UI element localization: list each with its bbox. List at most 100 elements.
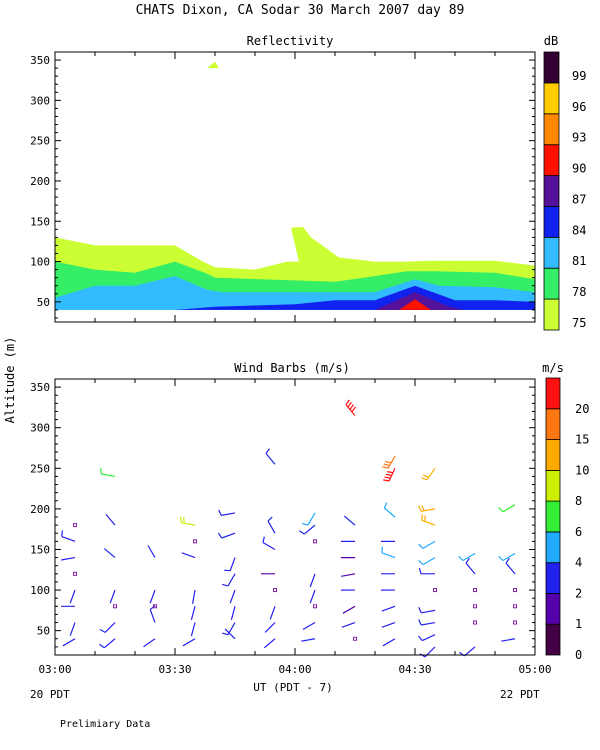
wind-barb — [190, 622, 196, 637]
reflectivity-axes: 50 100 150 200 250 300 350 — [30, 51, 536, 323]
wind-barbs-title: Wind Barbs (m/s) — [234, 361, 350, 375]
wind-barb — [458, 553, 476, 562]
wind-barb — [69, 622, 76, 636]
wind-calm-marker — [273, 588, 277, 593]
y-tick-label: 250 — [30, 135, 50, 148]
wind-barb — [182, 638, 196, 647]
x-tick-label: 04:30 — [398, 663, 431, 676]
wind-barb — [99, 638, 116, 649]
wind-barb — [61, 556, 76, 561]
wind-calm-marker — [513, 588, 517, 593]
wind-calm-marker — [513, 620, 517, 625]
wind-barb — [143, 638, 156, 648]
colorbar-label: 6 — [575, 525, 582, 539]
wind-barb — [421, 514, 436, 526]
wind-barb — [265, 448, 276, 465]
x-tick-label: 04:00 — [278, 663, 311, 676]
colorbar-label: 87 — [572, 192, 586, 206]
y-tick-label: 300 — [30, 422, 50, 435]
wind-barbs — [60, 399, 517, 658]
wind-barb — [382, 455, 396, 469]
colorbar-label: 2 — [575, 586, 582, 600]
wind-barb — [498, 553, 516, 562]
wind-barb — [341, 573, 356, 577]
contour-90-6 — [399, 299, 431, 310]
wind-barb — [309, 573, 316, 588]
wind-barb — [180, 516, 196, 526]
colorbar-swatch — [545, 500, 561, 533]
wind-barb — [421, 467, 436, 481]
colorbar-label: 75 — [572, 316, 586, 330]
wind-barb — [309, 589, 316, 604]
colorbar-swatch — [545, 469, 561, 502]
wind-barbs-panel: Wind Barbs (m/s) 5010015020025030035003:… — [30, 361, 589, 676]
wind-calm-marker — [473, 588, 477, 593]
contour-87-5 — [375, 292, 463, 310]
colorbar-swatch — [543, 51, 560, 84]
wind-barb — [263, 638, 276, 649]
wind-barb — [103, 548, 116, 559]
y-tick-label: 50 — [37, 296, 50, 309]
wind-barb — [190, 606, 196, 620]
wind-barb — [181, 552, 196, 559]
wind-barb — [229, 589, 236, 604]
wind-calm-marker — [73, 523, 77, 528]
colorbar-label: 0 — [575, 648, 582, 662]
wind-barb — [222, 573, 236, 587]
colorbar-label: 8 — [575, 494, 582, 508]
x-tick-label: 05:00 — [518, 663, 551, 676]
wind-barb — [217, 532, 236, 539]
start-date-label: 20 PDT — [30, 688, 70, 701]
wind-barb — [61, 530, 76, 542]
colorbar-label: 20 — [575, 402, 589, 416]
wind-calm-marker — [313, 604, 317, 609]
wind-barb — [381, 605, 396, 612]
y-tick-label: 200 — [30, 503, 50, 516]
colorbar-swatch — [543, 144, 560, 176]
wind-barb — [149, 605, 156, 623]
colorbar-label: 93 — [572, 131, 586, 145]
wind-barb — [465, 557, 476, 575]
wind-barb — [222, 622, 236, 636]
wind-barb — [230, 606, 236, 620]
wind-barb — [62, 638, 76, 647]
y-tick-label: 250 — [30, 462, 50, 475]
colorbar-swatch — [543, 175, 560, 207]
wind-calm-marker — [353, 636, 357, 641]
colorbar-label: 99 — [572, 69, 586, 83]
colorbar-swatch — [543, 82, 560, 115]
y-tick-label: 300 — [30, 94, 50, 107]
wind-barb — [218, 509, 236, 516]
y-tick-label: 350 — [30, 381, 50, 394]
wind-barb — [224, 557, 236, 572]
colorbar-swatch — [543, 205, 560, 238]
x-axis-label: UT (PDT - 7) — [253, 681, 332, 694]
colorbar-swatch — [545, 531, 561, 564]
preliminary-data-note: Prelimiary Data — [60, 719, 150, 730]
wind-barb — [99, 622, 116, 633]
wind-barb — [192, 589, 196, 604]
wind-barb — [501, 638, 516, 642]
colorbar-swatch — [545, 377, 561, 410]
y-tick-label: 150 — [30, 543, 50, 556]
wind-calm-marker — [313, 539, 317, 544]
wind-barb — [418, 540, 436, 549]
wind-barb — [418, 557, 436, 566]
reflectivity-colorbar: 75 78 81 84 87 90 93 96 99 — [543, 51, 586, 331]
wind-calm-marker — [113, 604, 117, 609]
y-tick-label: 100 — [30, 584, 50, 597]
wind-barbs-axes: 50 100 150 200 250 300 350 03:00 03:30 04:00 04:30… — [30, 378, 552, 676]
wind-barb — [418, 607, 436, 614]
wind-barb — [418, 505, 436, 512]
wind-barb — [262, 536, 276, 550]
colorbar-swatch — [543, 298, 560, 331]
colorbar-label: 4 — [575, 556, 582, 570]
plot-frame — [54, 378, 536, 656]
reflectivity-contours — [55, 61, 535, 310]
x-tick-label: 03:00 — [38, 663, 71, 676]
wind-barb — [109, 589, 116, 604]
colorbar-label: 96 — [572, 100, 586, 114]
wind-barb — [382, 638, 396, 647]
colorbar-label: 10 — [575, 463, 589, 477]
